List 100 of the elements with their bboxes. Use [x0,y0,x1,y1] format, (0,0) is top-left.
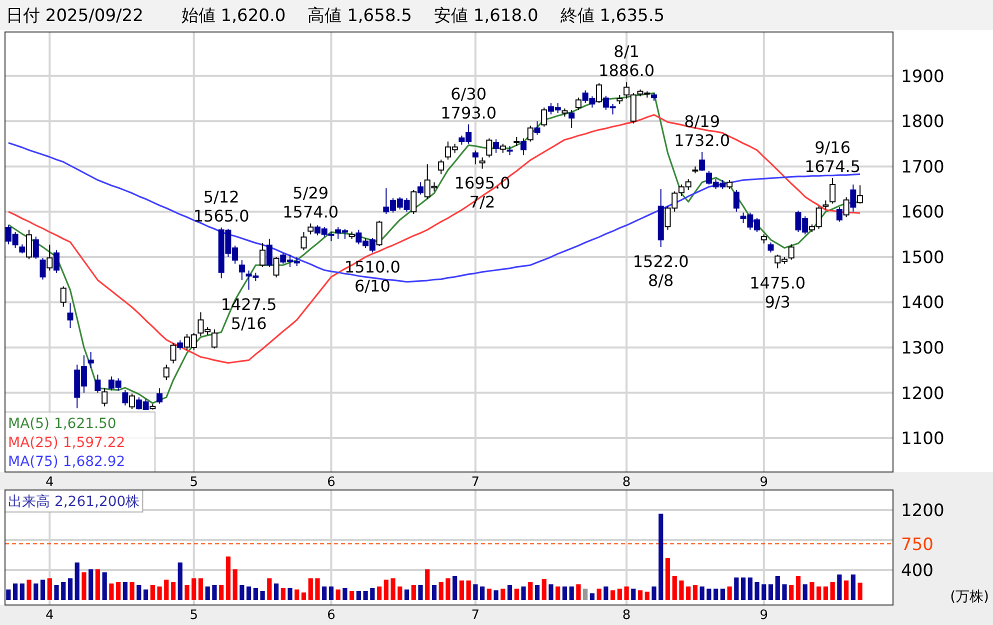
bar [143,589,148,600]
bar [432,584,437,600]
y-tick-label: 1800 [901,112,944,132]
bar [192,578,196,600]
chart-title: 日付 2025/09/22 [6,6,144,26]
candlestick [788,244,794,260]
annotation: 5/12 1565.0 [193,188,250,226]
bar [596,588,602,600]
bar [13,583,18,600]
annotation: 1522.0 8/8 [632,252,689,290]
candlestick [506,146,513,156]
bar [350,590,354,600]
series-label: MA(5) 1,621.50 [8,416,116,432]
bar [507,584,512,600]
y-tick-label: 1500 [901,248,944,268]
bar [686,586,691,600]
bar [672,576,677,600]
bar [54,584,59,600]
bar [240,584,244,600]
bar [714,588,718,600]
bar [837,574,842,600]
bar [61,582,66,600]
y-tick-label: 1900 [901,66,944,87]
annotation: 1475.0 9/3 [750,273,806,312]
bar [569,586,574,600]
annotation: 6/30 1793.0 [440,84,497,122]
bar [294,589,300,600]
candlestick [514,136,520,147]
y-tick-label: 400 [901,560,934,581]
bar [26,580,32,600]
bar [700,586,704,600]
bar [40,580,46,600]
bar [452,576,458,600]
bar [205,586,210,600]
bar [617,588,622,600]
bar [810,582,814,600]
bar [486,588,492,600]
bar [576,584,581,600]
bar [328,586,334,600]
y-tick-label: 1400 [901,293,944,314]
bar [363,590,368,600]
bar [631,588,636,600]
bar [122,582,128,600]
candlestick [102,388,108,407]
bar [376,586,382,600]
x-tick-label: 8 [622,608,631,623]
candlestick [40,257,46,280]
candlestick [418,182,424,196]
candlestick [376,220,382,247]
bar [796,576,801,600]
candlestick [163,364,170,381]
bar [768,584,774,600]
candlestick [32,236,39,260]
bar [370,588,375,600]
candlestick [520,138,527,156]
bar [342,588,348,600]
bar [754,582,760,600]
bar [762,584,766,600]
bar [95,569,100,600]
bar [308,578,313,600]
bar [480,586,485,600]
bar [136,584,142,600]
bar [157,586,162,600]
text: 終値 1,635.5 [559,6,665,26]
chart-title: 出来高 2,261,200株 [8,494,140,510]
candlestick [843,196,850,218]
candlestick [822,200,829,210]
bar [280,588,286,600]
bar [727,586,732,600]
bar [658,514,664,600]
candlestick [19,244,26,254]
x-tick-label: 9 [760,608,768,623]
bar [398,586,402,600]
bar [494,590,498,600]
text: 始値 1,620.0 [181,6,286,26]
text: MA(75) 1,682.92 [8,454,126,470]
y-tick-label: 1600 [901,202,944,223]
bar [356,590,361,600]
candlestick [26,229,32,260]
bar [542,578,546,600]
bar [521,586,526,600]
candlestick [596,82,602,104]
bar [82,572,86,600]
bar [782,584,787,600]
bar [624,586,629,600]
bar [267,578,272,600]
candlestick [541,107,548,128]
candlestick [575,97,582,110]
bar [390,578,396,600]
bar [466,580,471,600]
bar [734,577,739,600]
bar [534,584,540,600]
bar [830,582,835,600]
bar [740,577,746,600]
bar [130,582,134,600]
x-tick-label: 5 [190,475,198,490]
candlestick [54,250,60,274]
bar [562,586,568,600]
bar [590,593,594,600]
bar [336,589,340,600]
